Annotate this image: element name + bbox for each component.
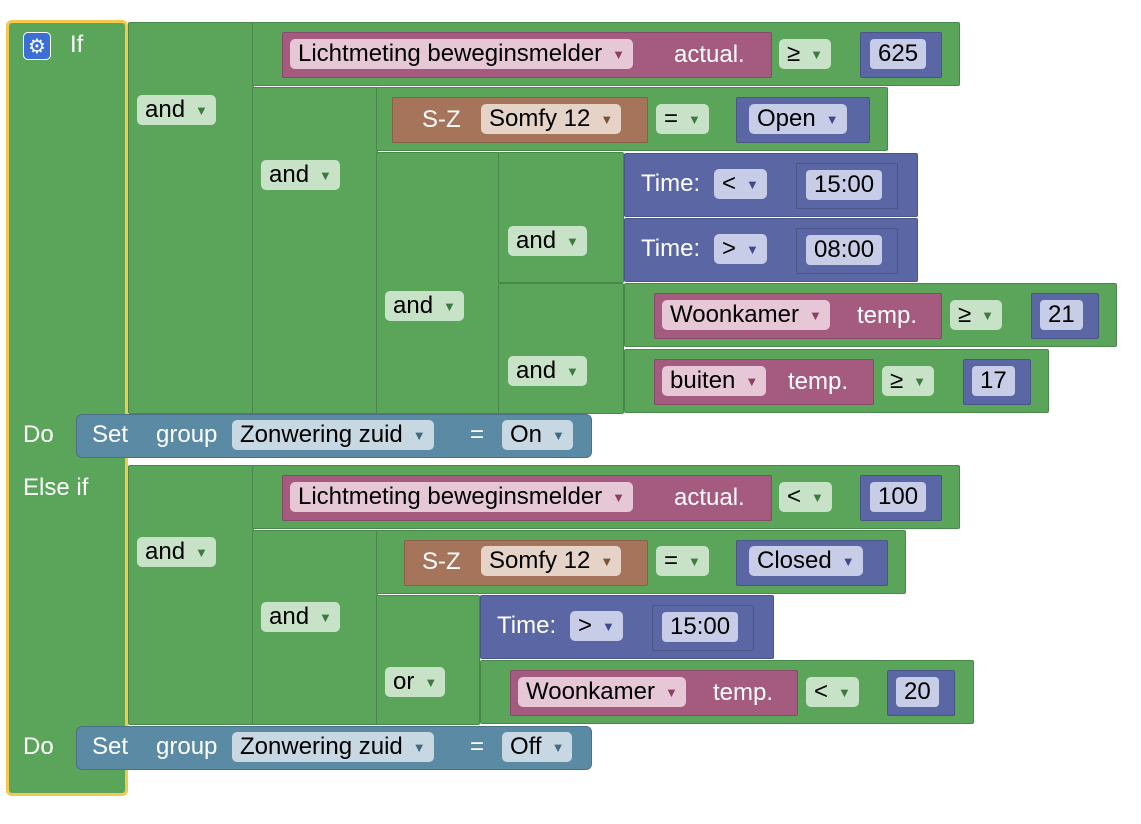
switch-type-label: S-Z [422, 106, 461, 133]
and-operator-4[interactable]: and ▼ [508, 226, 587, 256]
equals-label-1: = [470, 421, 485, 448]
light-operator-dropdown-2[interactable]: < ▼ [779, 482, 832, 512]
group-target-dropdown-2[interactable]: Zonwering zuid ▼ [232, 732, 434, 762]
and-block-6[interactable] [128, 465, 254, 725]
light-device-dropdown[interactable]: Lichtmeting beweginsmelder ▼ [290, 39, 634, 69]
temp-operator-dropdown-3[interactable]: < ▼ [806, 677, 859, 707]
temp-prop-label-1: temp. [857, 302, 918, 329]
time-label-1: Time: [641, 170, 701, 197]
switch-device-dropdown[interactable]: Somfy 12 ▼ [481, 104, 622, 134]
time-value-input-2[interactable]: 08:00 [806, 235, 883, 265]
equals-label-2: = [470, 733, 485, 760]
and-block-2[interactable] [252, 87, 378, 414]
if-label: If [70, 31, 84, 58]
do-label: Do [23, 421, 54, 448]
time-operator-dropdown-3[interactable]: > ▼ [570, 611, 623, 641]
time-label-3: Time: [497, 612, 557, 639]
group-state-dropdown-1[interactable]: On ▼ [502, 420, 573, 450]
gear-icon[interactable]: ⚙ [23, 32, 51, 60]
do-label-2: Do [23, 733, 54, 760]
temp-device-dropdown-2[interactable]: buiten ▼ [662, 366, 767, 396]
and-block-3[interactable] [376, 152, 500, 414]
and-block-1[interactable] [128, 22, 254, 414]
light-prop-label: actual. [674, 41, 745, 68]
and-block-4[interactable] [498, 152, 624, 283]
set-label-1: Set [92, 421, 129, 448]
time-label-2: Time: [641, 235, 701, 262]
light-value-input-2[interactable]: 100 [870, 482, 927, 512]
and-operator-6[interactable]: and ▼ [137, 537, 216, 567]
or-operator-1[interactable]: or ▼ [385, 667, 446, 697]
group-label-1: group [156, 421, 218, 448]
and-operator-7[interactable]: and ▼ [261, 602, 340, 632]
light-operator-dropdown[interactable]: ≥ ▼ [779, 39, 832, 69]
temp-value-input-2[interactable]: 17 [972, 366, 1015, 396]
if-block[interactable] [6, 20, 128, 796]
group-target-dropdown-1[interactable]: Zonwering zuid ▼ [232, 420, 434, 450]
time-value-input-3[interactable]: 15:00 [662, 612, 739, 642]
temp-operator-dropdown-2[interactable]: ≥ ▼ [882, 366, 935, 396]
temp-operator-dropdown-1[interactable]: ≥ ▼ [950, 300, 1003, 330]
time-operator-dropdown-1[interactable]: < ▼ [714, 169, 767, 199]
time-operator-dropdown-2[interactable]: > ▼ [714, 234, 767, 264]
temp-prop-label-2: temp. [788, 368, 849, 395]
switch-state-dropdown-2[interactable]: Closed ▼ [749, 546, 863, 576]
switch-state-dropdown[interactable]: Open ▼ [749, 104, 847, 134]
temp-value-input-3[interactable]: 20 [896, 677, 939, 707]
light-prop-label-2: actual. [674, 484, 745, 511]
else-if-label: Else if [23, 474, 89, 501]
or-block-1[interactable] [376, 595, 480, 725]
and-block-5[interactable] [498, 283, 624, 414]
temp-prop-label-3: temp. [713, 679, 774, 706]
switch-type-label-2: S-Z [422, 548, 461, 575]
set-label-2: Set [92, 733, 129, 760]
switch-device-dropdown-2[interactable]: Somfy 12 ▼ [481, 546, 622, 576]
time-value-input-1[interactable]: 15:00 [806, 170, 883, 200]
temp-device-dropdown-3[interactable]: Woonkamer ▼ [518, 677, 686, 707]
group-state-dropdown-2[interactable]: Off ▼ [502, 732, 573, 762]
switch-operator-dropdown-2[interactable]: = ▼ [656, 546, 709, 576]
temp-value-input-1[interactable]: 21 [1040, 300, 1083, 330]
and-operator-5[interactable]: and ▼ [508, 356, 587, 386]
temp-device-dropdown-1[interactable]: Woonkamer ▼ [662, 300, 830, 330]
and-operator-3[interactable]: and ▼ [385, 291, 464, 321]
and-operator-2[interactable]: and ▼ [261, 160, 340, 190]
group-label-2: group [156, 733, 218, 760]
and-operator-1[interactable]: and ▼ [137, 95, 216, 125]
switch-operator-dropdown[interactable]: = ▼ [656, 104, 709, 134]
light-value-input[interactable]: 625 [870, 39, 927, 69]
light-device-dropdown-2[interactable]: Lichtmeting beweginsmelder ▼ [290, 482, 634, 512]
